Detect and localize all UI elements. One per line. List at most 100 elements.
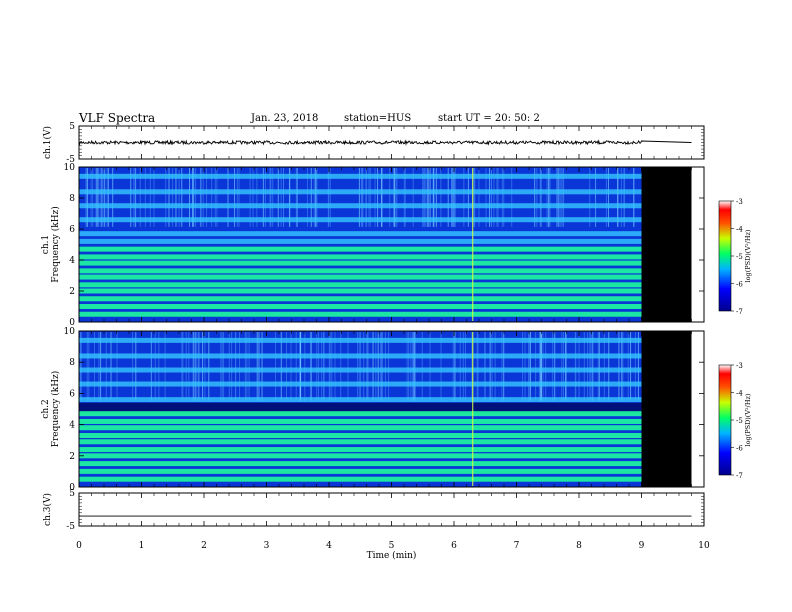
sferic-streak <box>380 332 382 401</box>
sferic-streak <box>220 332 222 401</box>
y-tick-label: -5 <box>66 522 75 532</box>
sferic-streak <box>503 168 505 227</box>
sferic-streak <box>380 168 382 227</box>
sferic-streak <box>413 332 415 401</box>
sferic-streak <box>200 168 202 227</box>
colorbar-tick-label: -4 <box>736 390 743 398</box>
sferic-streak <box>623 168 625 227</box>
sferic-streak <box>310 168 312 227</box>
sferic-streak <box>298 332 300 401</box>
sferic-streak <box>181 168 183 227</box>
sferic-streak <box>377 332 379 401</box>
narrowband-stripe <box>79 353 642 359</box>
y-tick-label: 2 <box>69 452 75 462</box>
y-tick-label: 4 <box>69 256 75 266</box>
sferic-streak <box>323 332 325 401</box>
sferic-streak <box>452 168 454 227</box>
sferic-streak <box>85 168 87 227</box>
y-tick-label: 10 <box>64 163 76 173</box>
sferic-streak <box>511 168 513 227</box>
sferic-streak <box>256 168 258 227</box>
sferic-streak <box>459 332 461 401</box>
sferic-streak <box>540 332 542 401</box>
sferic-streak <box>578 332 580 401</box>
narrowband-stripe <box>79 418 642 424</box>
y-tick-label: 5 <box>69 489 75 499</box>
sferic-streak <box>181 332 183 401</box>
narrowband-stripe <box>79 411 642 417</box>
y-tick-label: 0 <box>69 483 75 493</box>
sferic-streak <box>182 332 184 401</box>
narrowband-stripe <box>79 268 642 274</box>
sferic-streak <box>133 168 135 227</box>
sferic-streak <box>617 168 619 227</box>
sferic-streak <box>153 168 155 227</box>
y-tick-label: 6 <box>69 225 75 235</box>
sferic-streak <box>172 168 174 227</box>
sferic-streak <box>87 168 89 227</box>
sferic-streak <box>360 332 362 401</box>
sferic-streak <box>228 332 230 401</box>
sferic-streak <box>261 332 263 401</box>
x-tick-label: 7 <box>514 541 520 551</box>
sferic-streak <box>384 332 386 401</box>
narrowband-stripe <box>79 476 642 482</box>
narrowband-stripe <box>79 296 642 302</box>
sferic-streak <box>105 332 107 401</box>
sferic-streak <box>295 332 297 401</box>
narrowband-stripe <box>79 311 642 317</box>
sferic-streak <box>425 168 427 227</box>
narrowband-stripe <box>79 274 642 280</box>
sferic-streak <box>375 332 377 401</box>
sferic-streak <box>340 332 342 401</box>
no-data-region <box>641 167 692 322</box>
colorbar-label: log(PSD)(V²/Hz) <box>744 393 752 446</box>
colorbar <box>718 364 732 476</box>
sferic-streak <box>368 168 370 227</box>
sferic-streak <box>539 168 541 227</box>
no-data-region <box>641 331 692 487</box>
sferic-streak <box>270 168 272 227</box>
sferic-streak <box>393 168 395 227</box>
sferic-streak <box>562 332 564 401</box>
narrowband-stripe <box>79 189 642 195</box>
colorbar-tick-label: -7 <box>736 472 743 480</box>
sferic-streak <box>158 332 160 401</box>
sferic-streak <box>454 168 456 227</box>
sferic-streak <box>565 332 567 401</box>
station-label: station=HUS <box>344 113 412 124</box>
x-tick-label: 0 <box>76 541 82 551</box>
sferic-streak <box>412 168 414 227</box>
sferic-streak <box>192 168 194 227</box>
sferic-streak <box>587 332 589 401</box>
dark-band <box>79 402 642 414</box>
sferic-streak <box>195 168 197 227</box>
sferic-streak <box>107 168 109 227</box>
sferic-streak <box>501 168 503 227</box>
y-tick-label: 0 <box>69 318 75 328</box>
x-tick-label: 2 <box>201 541 207 551</box>
sferic-streak <box>412 332 414 401</box>
sferic-streak <box>408 332 410 401</box>
sferic-streak <box>484 332 486 401</box>
sferic-streak <box>618 332 620 401</box>
sferic-streak <box>462 332 464 401</box>
narrowband-stripe <box>79 203 642 209</box>
sferic-streak <box>130 168 132 227</box>
sferic-streak <box>624 168 626 227</box>
sferic-streak <box>539 332 541 401</box>
sferic-streak <box>258 332 260 401</box>
sferic-streak <box>493 168 495 227</box>
sferic-streak <box>313 168 315 227</box>
sferic-streak <box>403 168 405 227</box>
sferic-streak <box>310 332 312 401</box>
sferic-streak <box>234 168 236 227</box>
sferic-streak <box>565 332 567 401</box>
y-axis-label: Frequency (kHz) <box>50 371 61 448</box>
sferic-streak <box>95 168 97 227</box>
y-axis-label: ch.1(V) <box>42 126 53 159</box>
narrowband-stripe <box>79 238 642 244</box>
sferic-streak <box>175 168 177 227</box>
sferic-streak <box>92 168 94 227</box>
